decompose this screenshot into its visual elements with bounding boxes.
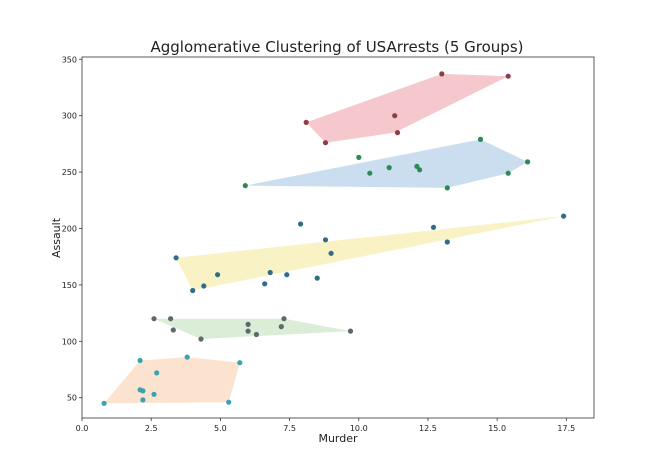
- cluster-1-point-3: [505, 73, 511, 79]
- y-axis-ticks: 50 100 150 200 250 300 350: [62, 55, 82, 403]
- cluster-4-point-4: [198, 336, 204, 342]
- cluster-1-hull: [306, 73, 509, 143]
- cluster-4-point-6: [245, 328, 251, 334]
- cluster-3-hull: [176, 216, 564, 291]
- x-tick-label: 10.0: [350, 424, 368, 433]
- cluster-2-point-6: [417, 167, 423, 173]
- x-tick-label: 17.5: [557, 424, 575, 433]
- x-tick-label: 7.5: [283, 424, 296, 433]
- cluster-3-point-5: [262, 281, 268, 287]
- y-tick-label: 350: [62, 55, 77, 64]
- cluster-2-point-8: [477, 136, 484, 142]
- y-tick-label: 200: [62, 224, 77, 233]
- cluster-1-point-4: [392, 113, 398, 119]
- x-tick-label: 2.5: [145, 424, 158, 433]
- cluster-3-point-12: [430, 224, 437, 230]
- cluster-3-point-13: [444, 239, 450, 245]
- y-tick-label: 300: [62, 112, 77, 121]
- cluster-2-point-3: [367, 170, 373, 176]
- cluster-3-point-11: [328, 250, 334, 256]
- y-axis-title: Assault: [50, 217, 63, 258]
- cluster-2-point-10: [525, 159, 531, 165]
- cluster-1-point-1: [303, 119, 309, 125]
- y-tick-label: 150: [62, 281, 77, 290]
- cluster-5-point-7: [154, 370, 160, 376]
- cluster-4-point-1: [151, 316, 157, 322]
- cluster-4-point-5: [245, 321, 251, 327]
- cluster-1-point-5: [394, 130, 401, 136]
- x-axis-ticks: 0.0 2.5 5.0 7.5 10.0 12.5 15.0 17.5: [76, 418, 575, 433]
- cluster-1-point-6: [322, 140, 329, 146]
- cluster-4-point-10: [347, 328, 354, 334]
- cluster-3-point-4: [215, 272, 221, 278]
- cluster-3-point-9: [314, 275, 320, 281]
- cluster-2-point-7: [444, 185, 450, 191]
- x-tick-label: 12.5: [419, 424, 437, 433]
- cluster-1-point-2: [439, 71, 445, 77]
- cluster-2-point-2: [356, 154, 362, 160]
- cluster-hulls: [104, 73, 564, 404]
- cluster-3-point-2: [190, 287, 196, 294]
- cluster-5-point-5: [140, 397, 146, 403]
- cluster-3-point-14: [561, 213, 567, 219]
- cluster-4-point-8: [278, 324, 284, 330]
- cluster-2-point-4: [386, 165, 392, 171]
- cluster-3-point-10: [322, 237, 329, 243]
- cluster-4-point-3: [170, 327, 176, 333]
- cluster-4-point-9: [281, 316, 287, 322]
- y-tick-label: 100: [62, 337, 77, 346]
- cluster-5-point-1: [101, 400, 107, 406]
- data-points: [101, 71, 567, 406]
- cluster-3-point-7: [284, 272, 290, 278]
- cluster-5-point-10: [237, 360, 243, 366]
- cluster-5-hull: [104, 357, 240, 404]
- cluster-4-hull: [154, 318, 351, 339]
- cluster-2-point-9: [505, 170, 511, 176]
- x-tick-label: 0.0: [76, 424, 89, 433]
- cluster-3-point-1: [173, 255, 179, 261]
- cluster-3-point-6: [267, 269, 273, 276]
- y-tick-label: 250: [62, 168, 77, 177]
- y-tick-label: 50: [67, 394, 77, 403]
- x-tick-label: 5.0: [214, 424, 227, 433]
- x-axis-title: Murder: [318, 432, 358, 445]
- cluster-3-point-3: [201, 283, 207, 289]
- cluster-2-point-1: [242, 183, 248, 189]
- cluster-5-point-6: [151, 391, 157, 397]
- cluster-3-point-8: [298, 221, 304, 227]
- cluster-5-point-2: [137, 357, 143, 364]
- cluster-4-point-7: [253, 331, 259, 338]
- chart-title: Agglomerative Clustering of USArrests (5…: [151, 38, 524, 56]
- x-tick-label: 15.0: [488, 424, 506, 433]
- cluster-5-point-8: [184, 354, 190, 360]
- cluster-5-point-4: [140, 388, 146, 394]
- cluster-2-hull: [245, 139, 528, 188]
- cluster-4-point-2: [168, 316, 174, 322]
- cluster-5-point-9: [226, 399, 232, 405]
